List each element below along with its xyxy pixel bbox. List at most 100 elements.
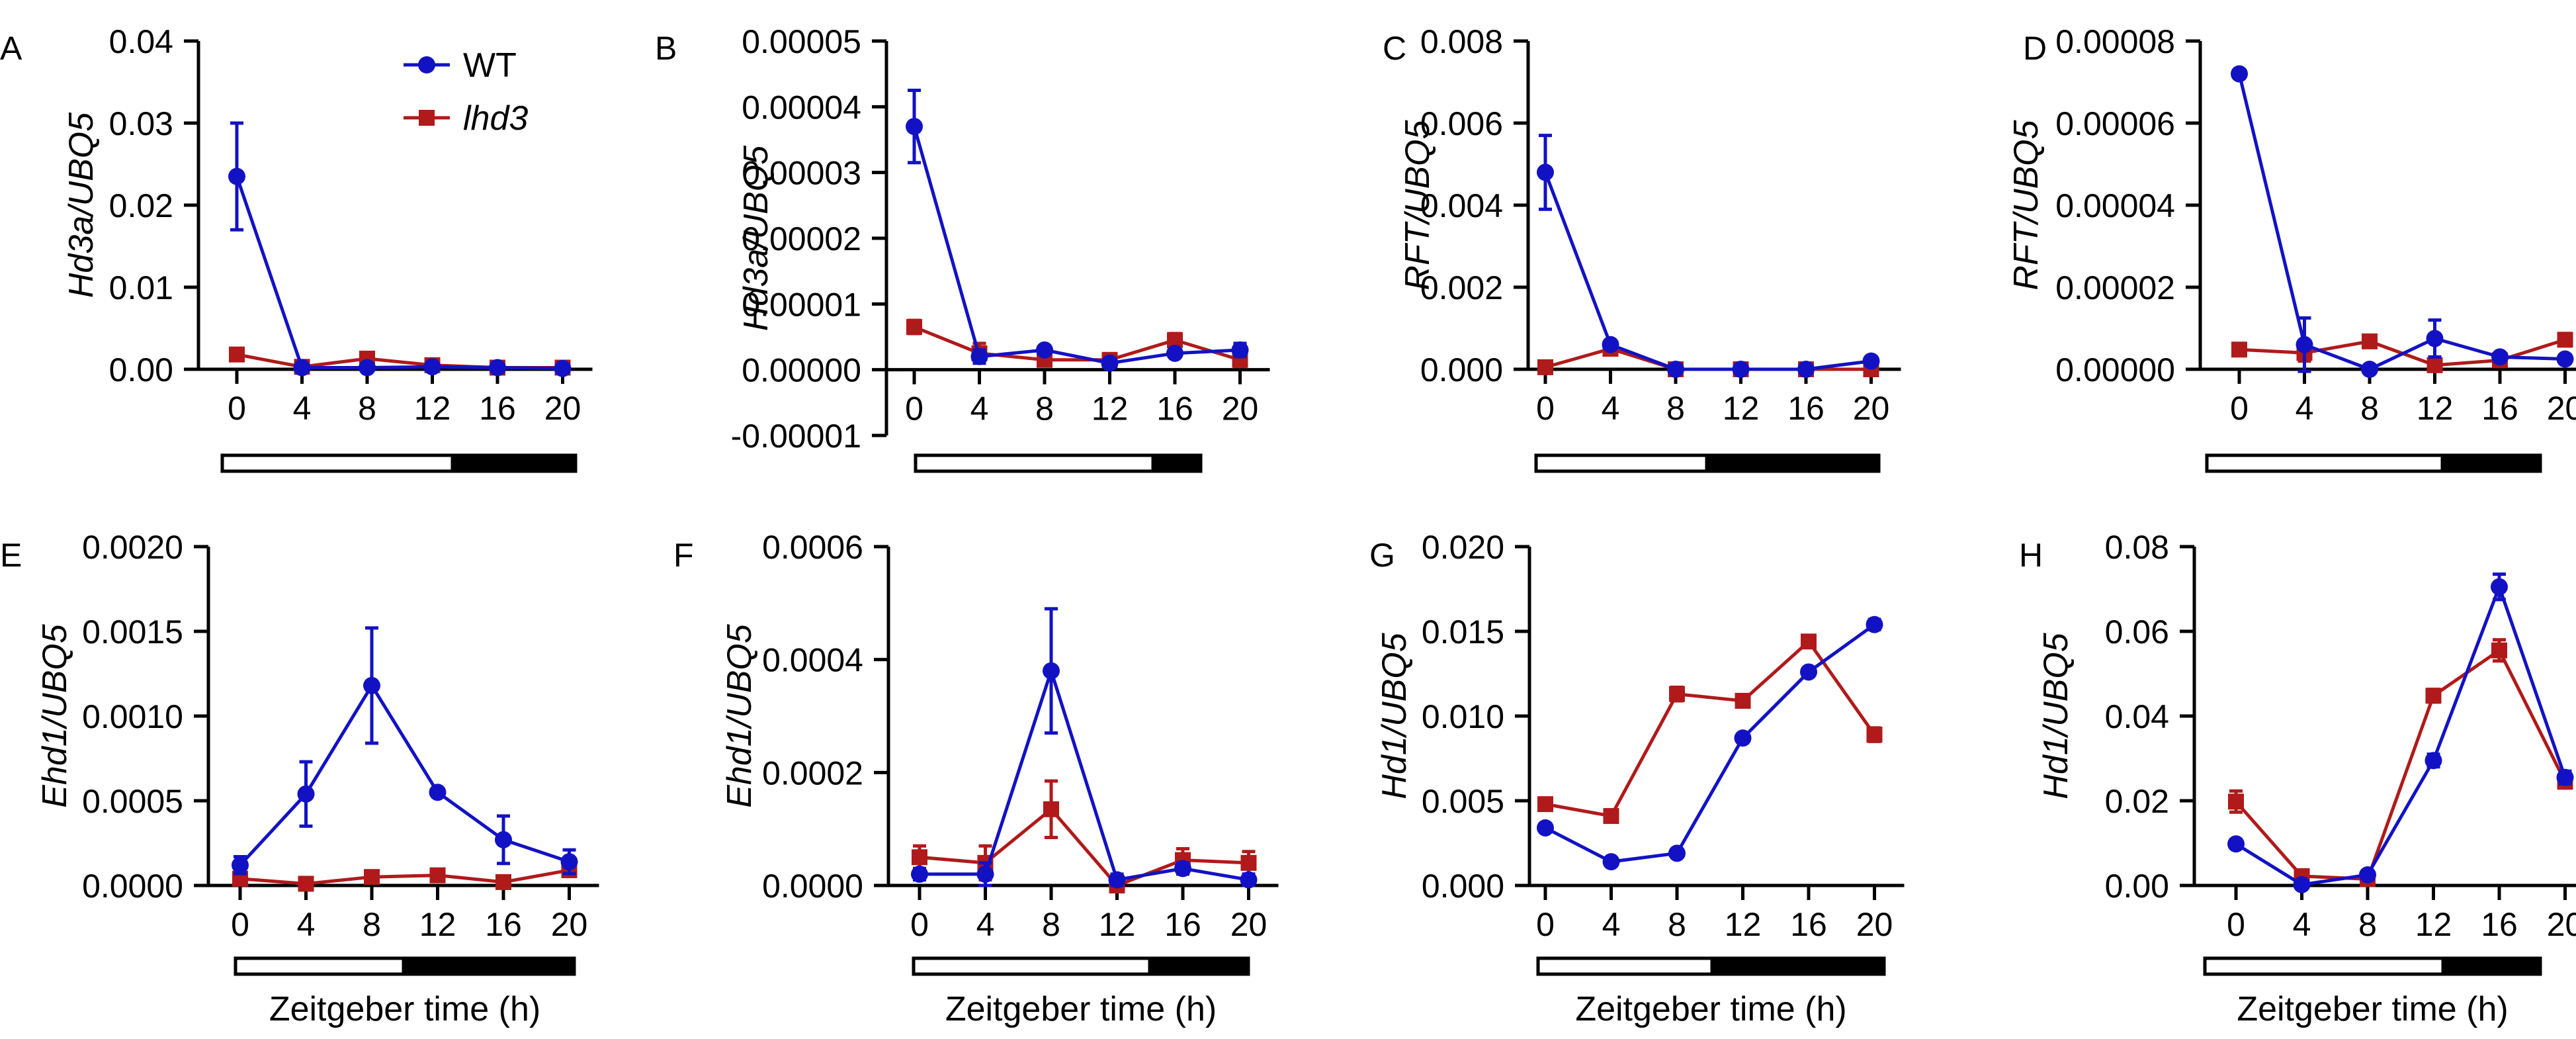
- legend-marker: [418, 56, 435, 73]
- x-tick-label: 0: [2230, 390, 2249, 427]
- x-tick-label: 20: [1230, 906, 1267, 943]
- dark-period-bar: [1705, 453, 1881, 473]
- x-tick-label: 16: [1156, 390, 1193, 428]
- light-period-bar: [1536, 956, 1714, 976]
- data-point: [297, 785, 315, 803]
- data-point: [2426, 330, 2444, 347]
- x-tick-label: 0: [910, 906, 929, 943]
- y-tick-label: -0.00001: [731, 418, 861, 455]
- series-line: [239, 682, 570, 866]
- data-point: [1603, 808, 1619, 825]
- series-line: [912, 126, 1240, 365]
- data-point: [1537, 359, 1553, 375]
- y-tick-label: 0.06: [2105, 613, 2169, 651]
- x-tick-label: 16: [1790, 906, 1827, 943]
- x-tick-label: 16: [2481, 906, 2518, 943]
- data-point: [228, 167, 245, 185]
- y-tick-label: 0.015: [1422, 613, 1504, 651]
- y-tick-label: 0.01: [109, 269, 173, 306]
- x-tick-label: 12: [414, 390, 451, 427]
- dark-period-bar: [1151, 453, 1203, 473]
- y-axis-label: Hd1/UBQ5: [1375, 632, 1414, 799]
- y-tick-label: 0.020: [1422, 529, 1504, 566]
- y-tick-label: 0.00: [2105, 868, 2169, 905]
- panel-A: A 0.00 0.01 0.02 0.03 0.04 0 4 8 12 16 20 Hd3a/UBQ5: [0, 23, 593, 473]
- series-line: [2235, 648, 2567, 881]
- y-tick-label: 0.0005: [82, 783, 183, 820]
- light-period-bar: [220, 453, 454, 473]
- data-point: [2426, 357, 2443, 373]
- y-tick-label: 0.004: [1420, 187, 1503, 224]
- data-point: [1800, 663, 1817, 681]
- data-point: [495, 874, 511, 890]
- light-period-bar: [912, 956, 1152, 976]
- panel-letter: E: [0, 537, 22, 574]
- data-point: [976, 865, 994, 883]
- y-tick-label: 0.0020: [82, 529, 183, 566]
- data-point: [2491, 642, 2507, 658]
- data-point: [906, 319, 922, 336]
- data-point: [229, 346, 245, 363]
- data-point: [911, 865, 928, 883]
- legend-marker: [419, 110, 435, 126]
- data-point: [2556, 768, 2574, 786]
- data-point: [1108, 871, 1126, 889]
- data-point: [1240, 871, 1258, 889]
- data-point: [560, 853, 578, 871]
- series-WT: [2231, 65, 2574, 378]
- data-point: [232, 856, 249, 874]
- y-tick-label: 0.00002: [742, 220, 861, 257]
- panel-letter: H: [2019, 537, 2043, 574]
- x-tick-label: 12: [2417, 390, 2454, 427]
- y-tick-label: 0.00002: [2055, 269, 2175, 306]
- y-tick-label: 0.00000: [2055, 351, 2175, 388]
- panel-C: C 0.000 0.002 0.004 0.006 0.008 0 4 8 12 16 20 RFT/U…: [1383, 23, 1901, 473]
- x-tick-label: 20: [551, 906, 588, 943]
- y-tick-label: 0.00008: [2055, 23, 2175, 60]
- x-axis-label: Zeitgeber time (h): [1575, 990, 1846, 1028]
- data-point: [2361, 361, 2378, 378]
- series-line: [914, 325, 1241, 362]
- series-line: [235, 175, 563, 371]
- y-tick-label: 0.0015: [82, 613, 183, 651]
- x-tick-label: 4: [2293, 906, 2311, 943]
- legend-label: lhd3: [463, 99, 528, 138]
- x-tick-label: 20: [1222, 390, 1259, 428]
- x-tick-label: 12: [419, 906, 456, 943]
- y-tick-label: 0.00006: [2055, 105, 2175, 142]
- data-point: [1734, 729, 1752, 747]
- series-lhd3: [2228, 638, 2573, 887]
- dark-period-bar: [2441, 956, 2542, 976]
- y-tick-label: 0.00004: [742, 89, 861, 126]
- series-WT: [1537, 134, 1880, 378]
- data-point: [429, 784, 447, 801]
- y-tick-label: 0.03: [109, 105, 173, 142]
- y-tick-label: 0.0000: [762, 868, 863, 905]
- y-tick-label: 0.002: [1420, 269, 1503, 306]
- panel-D: D 0.00000 0.00002 0.00004 0.00006 0.00008 0 4 8 1…: [2007, 23, 2576, 473]
- data-point: [1036, 341, 1053, 359]
- data-point: [2228, 793, 2244, 810]
- data-point: [2557, 332, 2573, 348]
- y-tick-label: 0.000: [1422, 868, 1504, 905]
- x-tick-label: 8: [2360, 390, 2379, 427]
- panel-letter: G: [1369, 537, 1395, 574]
- panel-H: H 0.00 0.02 0.04 0.06 0.08 0 4 8 12 16 20 Hd1/UBQ5 Ze…: [2019, 529, 2576, 1028]
- x-tick-label: 20: [1856, 906, 1893, 943]
- y-tick-label: 0.006: [1420, 105, 1503, 142]
- x-tick-label: 0: [231, 906, 249, 943]
- y-tick-label: 0.0002: [762, 754, 863, 791]
- x-tick-label: 16: [485, 906, 522, 943]
- data-point: [359, 359, 376, 377]
- data-point: [364, 869, 380, 885]
- light-period-bar: [1534, 453, 1709, 473]
- data-point: [1866, 615, 1883, 633]
- data-point: [1735, 692, 1751, 709]
- panel-letter: F: [673, 537, 694, 574]
- series-lhd3: [232, 862, 578, 892]
- x-axis-label: Zeitgeber time (h): [269, 990, 540, 1028]
- data-point: [1537, 163, 1554, 181]
- data-point: [2293, 876, 2311, 893]
- y-tick-label: 0.008: [1420, 23, 1503, 60]
- data-point: [293, 359, 311, 377]
